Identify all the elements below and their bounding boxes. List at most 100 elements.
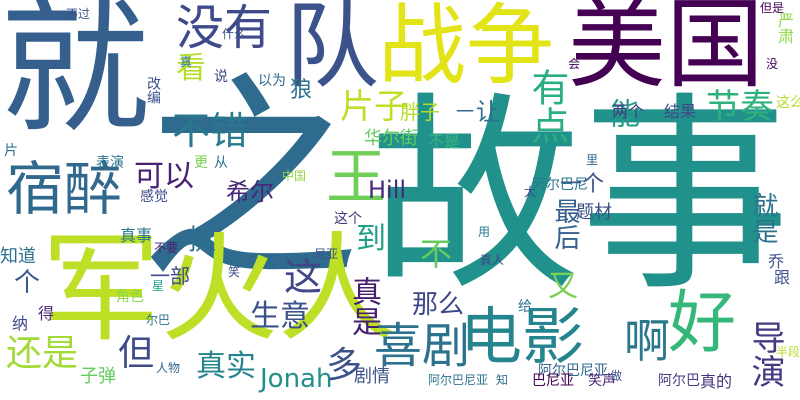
cloud-word: 又 — [548, 269, 578, 304]
cloud-word: 美国 — [568, 0, 765, 102]
cloud-word: 让 — [476, 98, 500, 126]
cloud-word: 王 — [326, 143, 386, 213]
cloud-word: 感觉 — [140, 189, 168, 205]
cloud-word: 看 — [176, 51, 206, 86]
cloud-word: 队 — [269, 0, 378, 90]
cloud-word: 严肃 — [775, 12, 794, 44]
cloud-word: 挺 — [188, 223, 217, 256]
cloud-word: 中国 — [282, 169, 307, 183]
cloud-word: 一 — [456, 102, 474, 123]
cloud-word: 真事 — [120, 226, 153, 245]
cloud-word: 有点 — [525, 68, 569, 144]
cloud-word: 之 — [140, 54, 361, 310]
cloud-word: 一部 — [150, 264, 190, 288]
cloud-word: 阿尔巴尼亚 — [428, 373, 489, 387]
cloud-word: 知道 — [0, 246, 36, 267]
cloud-word: 真 — [180, 55, 193, 69]
cloud-word: 尼亚 — [314, 247, 339, 261]
cloud-word: 狼 — [290, 78, 313, 103]
cloud-word: 不过 — [66, 7, 91, 21]
cloud-word: 真是 — [346, 276, 381, 336]
cloud-word: Hill — [368, 176, 407, 204]
cloud-word: 真的 — [700, 372, 733, 391]
cloud-word: 可以 — [134, 159, 194, 194]
cloud-word: 没 — [766, 57, 779, 71]
cloud-word: 人物 — [156, 361, 181, 375]
cloud-word: 胖子 — [400, 100, 440, 124]
cloud-word: 结果 — [664, 102, 697, 121]
cloud-word: 笑 — [228, 265, 241, 279]
cloud-word: 好 — [668, 284, 737, 363]
cloud-word: 能 — [604, 98, 639, 128]
cloud-word: 华尔街 — [364, 128, 418, 149]
cloud-word: 给 — [518, 299, 532, 315]
cloud-word: 不要 — [154, 241, 179, 255]
cloud-word: 宿醉 — [6, 155, 123, 223]
cloud-word: 片子 — [340, 87, 408, 127]
cloud-word: 一个 — [560, 172, 605, 197]
cloud-word: 真实 — [196, 349, 256, 384]
cloud-word: 改编 — [145, 76, 161, 104]
cloud-word: 从 — [214, 155, 228, 171]
cloud-word: 故事 — [370, 74, 791, 319]
cloud-word: 就 — [0, 0, 151, 154]
cloud-word: 以为 — [258, 73, 286, 89]
cloud-word: 战争 — [378, 0, 555, 97]
cloud-word: 电影 — [460, 300, 585, 373]
cloud-word: 里 — [586, 153, 599, 167]
cloud-word: 阿尔巴尼亚 — [538, 363, 608, 379]
cloud-word: 会 — [568, 57, 581, 71]
cloud-word: 半段 — [776, 345, 800, 359]
cloud-word: 这个 — [334, 211, 362, 227]
cloud-word: 题材 — [576, 202, 612, 223]
cloud-word: 阿尔巴 — [658, 373, 700, 389]
cloud-word: 多 — [326, 345, 363, 386]
cloud-word: 不是 — [428, 132, 461, 151]
cloud-word: 到 — [350, 222, 385, 252]
cloud-word: 什么 — [222, 27, 247, 41]
cloud-word: 纳 — [12, 314, 29, 333]
cloud-word: 最后 — [550, 198, 580, 250]
cloud-word: 真人 — [480, 253, 505, 267]
cloud-word: 做 — [610, 369, 623, 383]
cloud-word: 就是 — [748, 192, 778, 244]
cloud-word: 角色 — [116, 289, 144, 305]
cloud-word: 乔 — [768, 252, 785, 271]
cloud-word: 没有 — [176, 0, 273, 56]
cloud-word: 节奏 — [706, 87, 774, 127]
cloud-word: 但 — [118, 333, 155, 374]
cloud-word: 阿尔巴尼 — [532, 177, 588, 193]
cloud-word: 不 — [420, 235, 453, 273]
cloud-word: 这么 — [776, 95, 800, 111]
cloud-word: 两个 — [612, 102, 645, 121]
cloud-word: 尔巴 — [146, 313, 171, 327]
cloud-word: 跟 — [774, 268, 791, 287]
cloud-word: 星 — [152, 279, 165, 293]
cloud-word: 个 — [14, 268, 41, 298]
cloud-word: 那么 — [412, 290, 465, 320]
cloud-word: 知 — [496, 373, 509, 387]
cloud-word: 说 — [214, 69, 228, 85]
cloud-word: 生意 — [250, 299, 310, 334]
cloud-word: 得 — [38, 304, 55, 323]
cloud-word: 剧情 — [354, 366, 390, 387]
cloud-word: 还是 — [6, 333, 79, 374]
cloud-word: 这 — [284, 255, 323, 299]
cloud-word: 喜剧 — [374, 318, 471, 374]
cloud-word: 导演 — [745, 320, 785, 388]
cloud-word: 不错 — [172, 109, 249, 153]
cloud-word: 笑声 — [588, 373, 616, 389]
cloud-word: 更 — [194, 155, 208, 171]
cloud-word: 片 — [4, 143, 18, 159]
cloud-word: Jonah — [260, 364, 333, 394]
cloud-word: 表演 — [96, 155, 124, 171]
cloud-word: 用 — [478, 225, 491, 239]
cloud-word: 巴尼亚 — [532, 373, 574, 389]
cloud-word: 子弹 — [80, 366, 116, 387]
cloud-word: 啊 — [624, 314, 670, 368]
cloud-word: 但是 — [760, 1, 785, 15]
cloud-word: 希尔 — [226, 178, 274, 206]
cloud-word: 军火人 — [42, 220, 397, 358]
cloud-word: 太 — [524, 185, 537, 199]
